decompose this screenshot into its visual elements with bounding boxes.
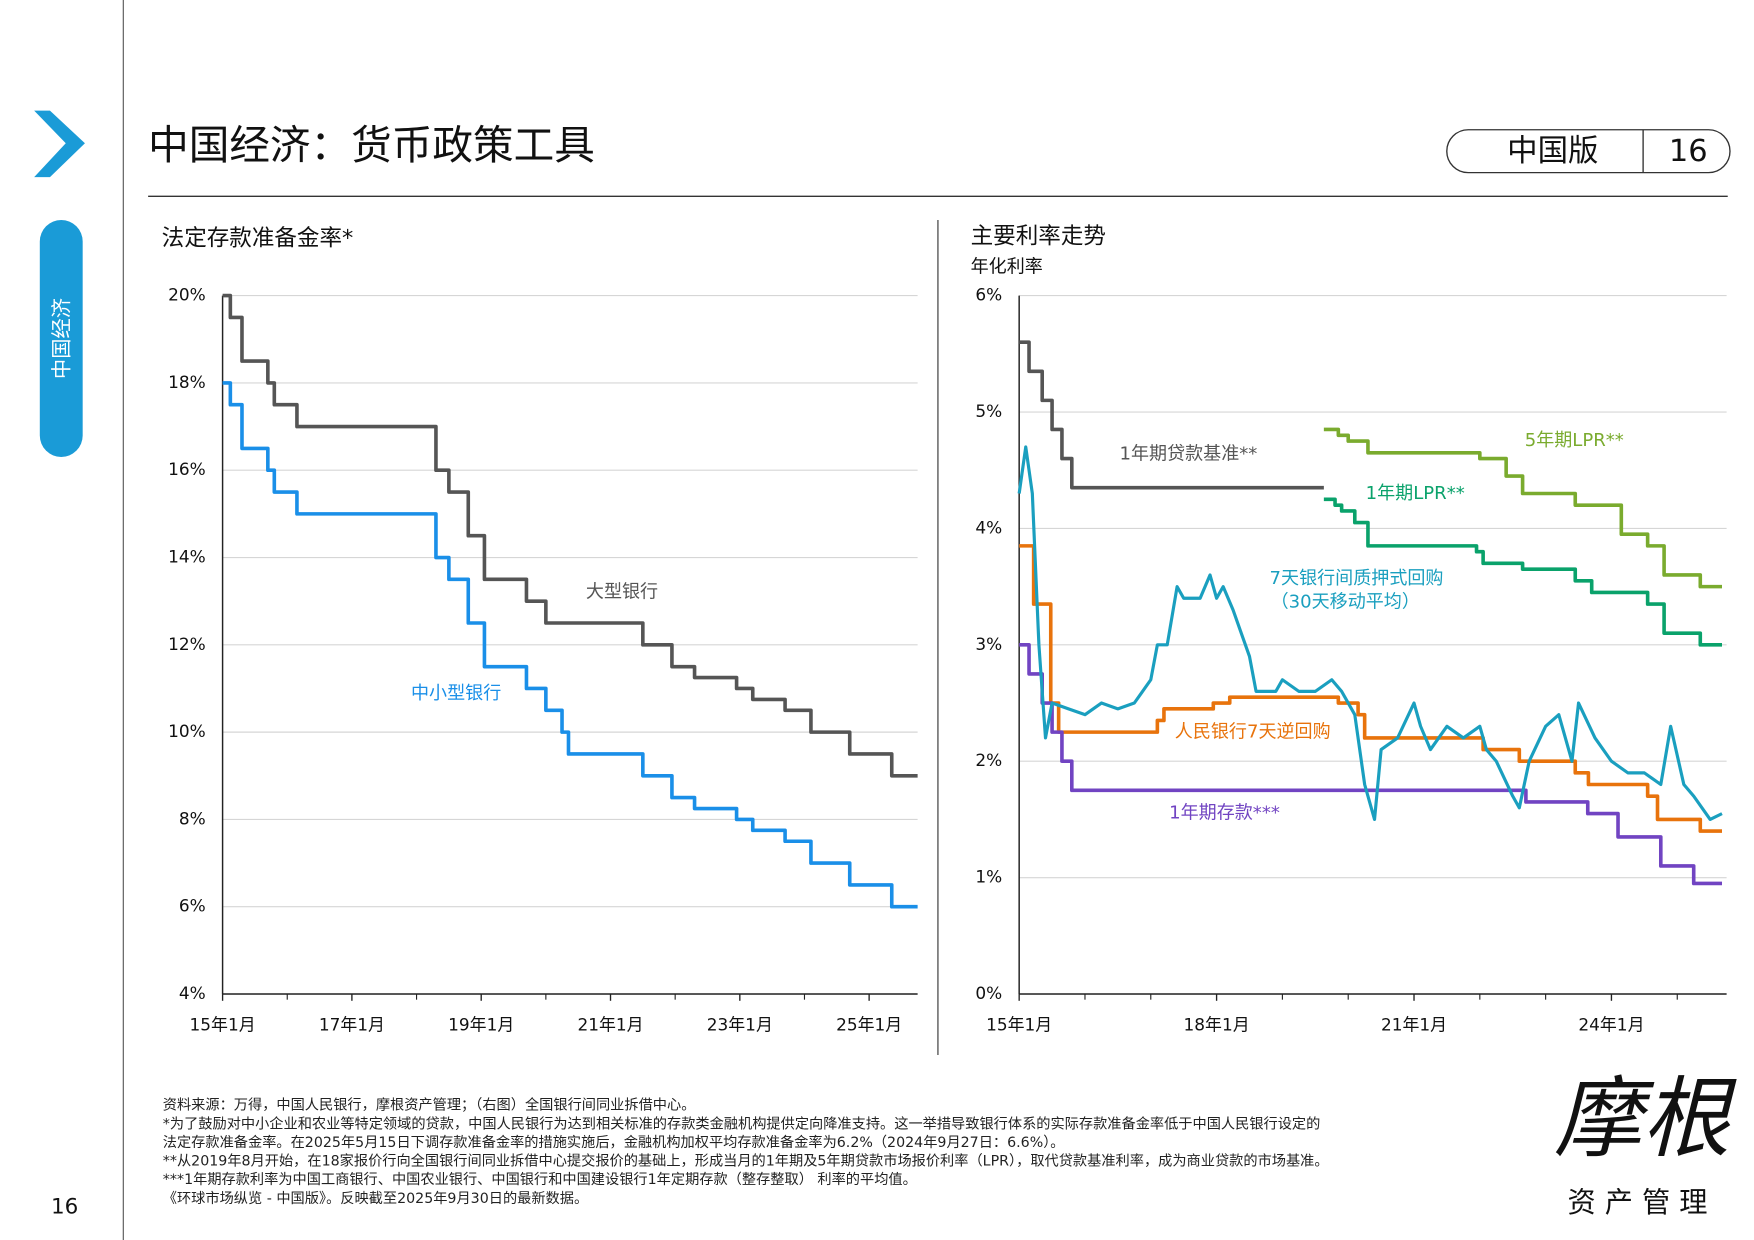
series-label: 1年期存款*** — [1169, 803, 1280, 824]
x-tick-label: 23年1月 — [707, 1015, 773, 1035]
edition-badge — [1446, 129, 1731, 174]
section-label: 中国经济 — [49, 298, 73, 379]
y-tick-label: 3% — [975, 634, 1002, 654]
chart-title: 主要利率走势 — [971, 223, 1106, 249]
series-note: （30天移动平均） — [1271, 592, 1420, 613]
series-label: 中小型银行 — [411, 683, 501, 704]
x-tick-label: 18年1月 — [1184, 1015, 1250, 1035]
chart-subtitle: 年化利率 — [971, 256, 1043, 277]
footnote: **从2019年8月开始，在18家报价行向全国银行间同业拆借中心提交报价的基础上… — [163, 1152, 1329, 1170]
footnote: *为了鼓励对中小企业和农业等特定领域的贷款，中国人民银行为达到相关标准的存款类金… — [163, 1114, 1321, 1132]
x-tick-label: 19年1月 — [448, 1015, 514, 1035]
y-tick-label: 5% — [975, 401, 1002, 421]
chart-title: 法定存款准备金率* — [162, 226, 354, 252]
y-tick-label: 18% — [168, 372, 206, 392]
series-line — [222, 293, 918, 778]
y-tick-label: 8% — [179, 808, 206, 828]
x-tick-label: 15年1月 — [986, 1015, 1052, 1035]
y-tick-label: 20% — [168, 285, 206, 305]
x-tick-label: 21年1月 — [1381, 1015, 1447, 1035]
y-tick-label: 10% — [168, 721, 206, 741]
y-tick-label: 12% — [168, 634, 206, 654]
header-page: 16 — [1669, 134, 1708, 169]
logo-subtitle: 资产管理 — [1568, 1186, 1717, 1219]
edition-label: 中国版 — [1507, 134, 1598, 169]
y-tick-label: 2% — [975, 750, 1002, 770]
series-label: 1年期贷款基准** — [1120, 444, 1258, 465]
y-tick-label: 4% — [975, 517, 1002, 537]
series-line — [1323, 427, 1723, 589]
x-tick-label: 15年1月 — [190, 1015, 256, 1035]
page-title: 中国经济：货币政策工具 — [148, 121, 595, 169]
series-line — [1019, 544, 1723, 833]
series-label: 人民银行7天逆回购 — [1175, 721, 1331, 742]
series-label: 大型银行 — [586, 581, 658, 602]
series-line — [1019, 340, 1324, 490]
logo-name: 摩根 — [1554, 1067, 1737, 1170]
footnote: 《环球市场纵览 - 中国版》。反映截至2025年9月30日的最新数据。 — [163, 1190, 588, 1207]
series-label: 7天银行间质押式回购 — [1270, 568, 1444, 589]
series-label: 1年期LPR** — [1366, 483, 1465, 504]
series-line — [222, 381, 918, 909]
series-line — [1017, 445, 1723, 822]
x-tick-label: 25年1月 — [836, 1015, 902, 1035]
footnote: ***1年期存款利率为中国工商银行、中国农业银行、中国银行和中国建设银行1年定期… — [163, 1171, 917, 1188]
y-tick-label: 16% — [168, 459, 206, 479]
y-tick-label: 6% — [975, 285, 1002, 305]
series-line — [1323, 497, 1723, 647]
x-tick-label: 24年1月 — [1578, 1015, 1644, 1035]
chevron-icon — [34, 110, 85, 178]
page-number: 16 — [51, 1194, 78, 1219]
y-tick-label: 4% — [179, 983, 206, 1003]
y-tick-label: 1% — [975, 867, 1002, 887]
footnotes: 资料来源：万得，中国人民银行，摩根资产管理；（右图）全国银行间同业拆借中心。*为… — [163, 1096, 1329, 1207]
footnote: 法定存款准备金率。在2025年5月15日下调存款准备金率的措施实施后，金融机构加… — [163, 1134, 1065, 1151]
x-tick-label: 17年1月 — [319, 1015, 385, 1035]
section-pill — [39, 220, 83, 457]
x-tick-label: 21年1月 — [577, 1015, 643, 1035]
y-tick-label: 14% — [168, 547, 206, 567]
series-label: 5年期LPR** — [1525, 430, 1624, 451]
y-tick-label: 0% — [975, 983, 1002, 1003]
y-tick-label: 6% — [179, 896, 206, 916]
footnote: 资料来源：万得，中国人民银行，摩根资产管理；（右图）全国银行间同业拆借中心。 — [163, 1096, 696, 1114]
